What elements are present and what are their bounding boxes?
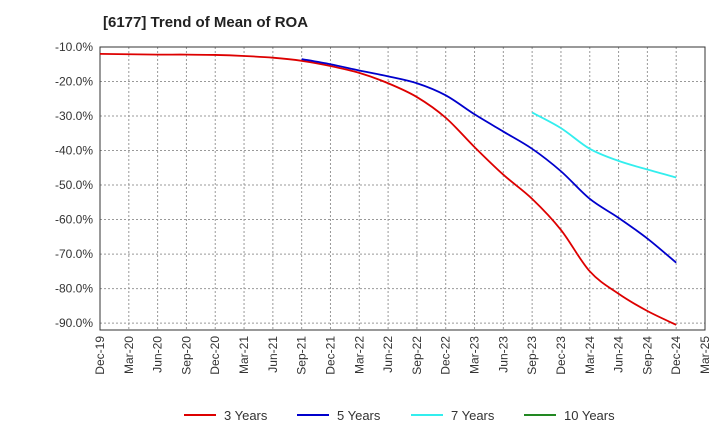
x-tick-label: Jun-20 bbox=[151, 336, 165, 373]
series-line-7-years bbox=[531, 111, 677, 179]
y-tick-label: -30.0% bbox=[55, 109, 93, 123]
series-lines bbox=[99, 53, 677, 326]
x-tick-label: Dec-19 bbox=[93, 336, 107, 375]
x-tick-label: Mar-23 bbox=[468, 336, 482, 374]
y-tick-label: -70.0% bbox=[55, 247, 93, 261]
series-line-5-years bbox=[301, 58, 677, 264]
x-tick-label: Mar-20 bbox=[122, 336, 136, 374]
x-tick-label: Mar-21 bbox=[237, 336, 251, 374]
grid-lines bbox=[100, 46, 705, 330]
x-tick-label: Mar-22 bbox=[352, 336, 366, 374]
y-tick-label: -50.0% bbox=[55, 178, 93, 192]
y-tick-label: -60.0% bbox=[55, 213, 93, 227]
x-tick-label: Sep-22 bbox=[410, 336, 424, 375]
x-tick-label: Sep-23 bbox=[525, 336, 539, 375]
x-tick-label: Dec-20 bbox=[208, 336, 222, 375]
x-tick-label: Jun-22 bbox=[381, 336, 395, 373]
legend-label: 3 Years bbox=[224, 408, 268, 423]
x-axis-tick-labels: Dec-19 Mar-20 Jun-20 Sep-20 Dec-20 Mar-21 Jun-… bbox=[93, 336, 712, 375]
y-tick-label: -20.0% bbox=[55, 75, 93, 89]
x-tick-label: Jun-21 bbox=[266, 336, 280, 373]
chart-title: [6177] Trend of Mean of ROA bbox=[103, 14, 309, 31]
x-tick-label: Jun-23 bbox=[496, 336, 510, 373]
x-tick-label: Jun-24 bbox=[612, 336, 626, 373]
y-tick-label: -40.0% bbox=[55, 144, 93, 158]
y-tick-label: -10.0% bbox=[55, 40, 93, 54]
plot-area-border bbox=[99, 46, 706, 331]
x-tick-label: Dec-21 bbox=[323, 336, 337, 375]
x-tick-label: Sep-24 bbox=[640, 336, 654, 375]
y-tick-label: -90.0% bbox=[55, 316, 93, 330]
y-tick-label: -80.0% bbox=[55, 282, 93, 296]
x-tick-label: Sep-20 bbox=[179, 336, 193, 375]
legend-label: 10 Years bbox=[564, 408, 615, 423]
legend-label: 5 Years bbox=[337, 408, 381, 423]
legend: 3 Years 5 Years 7 Years 10 Years bbox=[184, 408, 615, 423]
y-axis-tick-labels: -10.0% -20.0% -30.0% -40.0% -50.0% -60.0% -70.… bbox=[55, 40, 93, 330]
x-tick-label: Mar-24 bbox=[583, 336, 597, 374]
series-line-3-years bbox=[99, 53, 677, 326]
x-tick-label: Mar-25 bbox=[698, 336, 712, 374]
x-tick-label: Sep-21 bbox=[295, 336, 309, 375]
x-tick-label: Dec-23 bbox=[554, 336, 568, 375]
x-tick-label: Dec-22 bbox=[439, 336, 453, 375]
x-tick-label: Dec-24 bbox=[669, 336, 683, 375]
legend-label: 7 Years bbox=[451, 408, 495, 423]
